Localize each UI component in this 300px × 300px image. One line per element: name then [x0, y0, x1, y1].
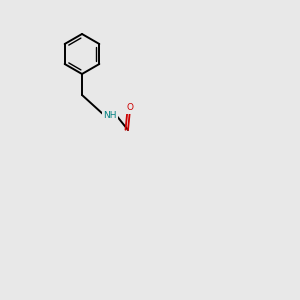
- Text: NH: NH: [103, 110, 117, 119]
- Text: O: O: [127, 103, 134, 112]
